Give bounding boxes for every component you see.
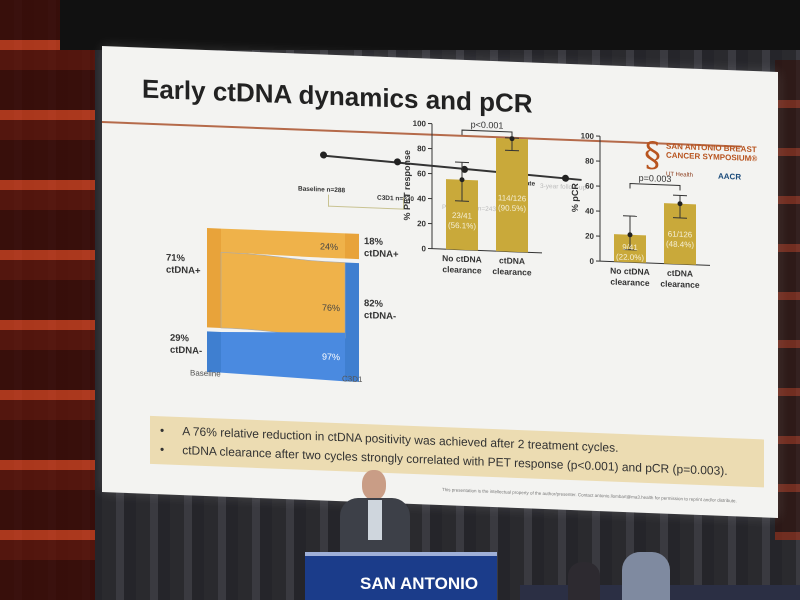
sankey-node-label: 18% — [364, 236, 384, 248]
y-tick-label: 40 — [585, 207, 594, 216]
error-cap — [673, 194, 687, 197]
x-tick-label: clearance — [610, 277, 649, 289]
sankey-flow-neg-neg — [221, 331, 345, 382]
presentation-slide: Early ctDNA dynamics and pCR § SAN ANTON… — [102, 46, 778, 518]
copyright-footer: This presentation is the intellectual pr… — [442, 487, 737, 504]
bar-label: 114/126 — [498, 193, 527, 203]
p-value-annotation: p<0.001 — [471, 119, 504, 130]
y-tick-label: 60 — [417, 169, 426, 178]
bar-label: (48.4%) — [666, 239, 694, 249]
sankey-node-label: 29% — [170, 333, 190, 345]
sankey-axis-label: C3D1 — [342, 374, 363, 384]
y-tick-label: 60 — [585, 182, 594, 191]
error-cap — [455, 200, 469, 202]
x-tick-label: ctDNA — [667, 268, 693, 279]
data-point — [459, 177, 465, 183]
sankey-node-label: ctDNA- — [364, 310, 396, 322]
speaker — [338, 470, 410, 560]
data-point — [677, 201, 683, 207]
stage-lights-right — [775, 60, 800, 540]
bar-label: 9/41 — [622, 243, 638, 253]
podium: SAN ANTONIO — [305, 552, 497, 600]
panelist — [568, 562, 600, 600]
stage-lights-left — [0, 0, 95, 600]
y-axis-label: % pCR — [570, 182, 580, 212]
sankey-node-label: ctDNA+ — [364, 248, 399, 260]
y-tick-label: 0 — [590, 257, 595, 266]
sankey-node-c3d1-pos — [345, 233, 359, 260]
x-tick-label: No ctDNA — [442, 253, 482, 265]
y-tick-label: 20 — [417, 219, 426, 228]
sankey-node-label: 71% — [166, 252, 186, 264]
y-tick-label: 20 — [585, 232, 594, 241]
significance-bracket — [461, 129, 513, 138]
sankey-flow-pos-neg — [220, 252, 346, 339]
significance-bracket — [629, 183, 681, 191]
data-point — [509, 136, 515, 142]
x-tick-label: ctDNA — [499, 255, 525, 266]
x-tick-label: clearance — [492, 266, 531, 278]
sankey-axis-label: Baseline — [190, 368, 221, 378]
sankey-flow-label: 24% — [320, 241, 338, 252]
x-tick-label: clearance — [660, 278, 699, 290]
bar — [664, 203, 696, 265]
sankey-node-baseline-pos — [207, 228, 221, 328]
bar — [496, 138, 528, 253]
error-cap — [623, 249, 637, 251]
sankey-node-baseline-neg — [207, 331, 221, 373]
sankey-flow-label: 76% — [322, 302, 340, 313]
p-value-annotation: p=0.003 — [639, 173, 672, 184]
x-tick-label: clearance — [442, 264, 481, 276]
sankey-flow-label: 97% — [322, 351, 340, 362]
error-cap — [505, 149, 519, 152]
y-tick-label: 100 — [581, 131, 595, 141]
sankey-node-label: 82% — [364, 298, 384, 310]
y-tick-label: 80 — [417, 144, 426, 153]
bar-label: 61/126 — [668, 230, 693, 240]
error-cap — [623, 215, 637, 217]
bar — [446, 179, 478, 251]
panelist — [622, 552, 670, 600]
x-tick-label: No ctDNA — [610, 266, 650, 278]
sankey-flow-pos-pos — [221, 228, 345, 259]
sankey-node-c3d1-neg — [345, 262, 359, 382]
bar-label: (56.1%) — [448, 221, 476, 231]
y-tick-label: 0 — [422, 244, 427, 253]
bar-label: (22.0%) — [616, 252, 644, 262]
y-tick-label: 40 — [417, 194, 426, 203]
bar-label: 23/41 — [452, 211, 473, 221]
screen-frame — [60, 0, 800, 50]
y-tick-label: 100 — [413, 119, 427, 129]
error-cap — [455, 161, 469, 164]
y-axis-label: % PET response — [402, 150, 412, 221]
y-tick-label: 80 — [585, 157, 594, 166]
charts-area: 24%76%97%71%ctDNA+29%ctDNA-18%ctDNA+82%c… — [166, 119, 710, 384]
bar-label: (90.5%) — [498, 203, 526, 213]
sankey-node-label: ctDNA+ — [166, 264, 201, 276]
data-point — [627, 232, 633, 238]
sankey-node-label: ctDNA- — [170, 345, 202, 357]
error-cap — [673, 217, 687, 219]
